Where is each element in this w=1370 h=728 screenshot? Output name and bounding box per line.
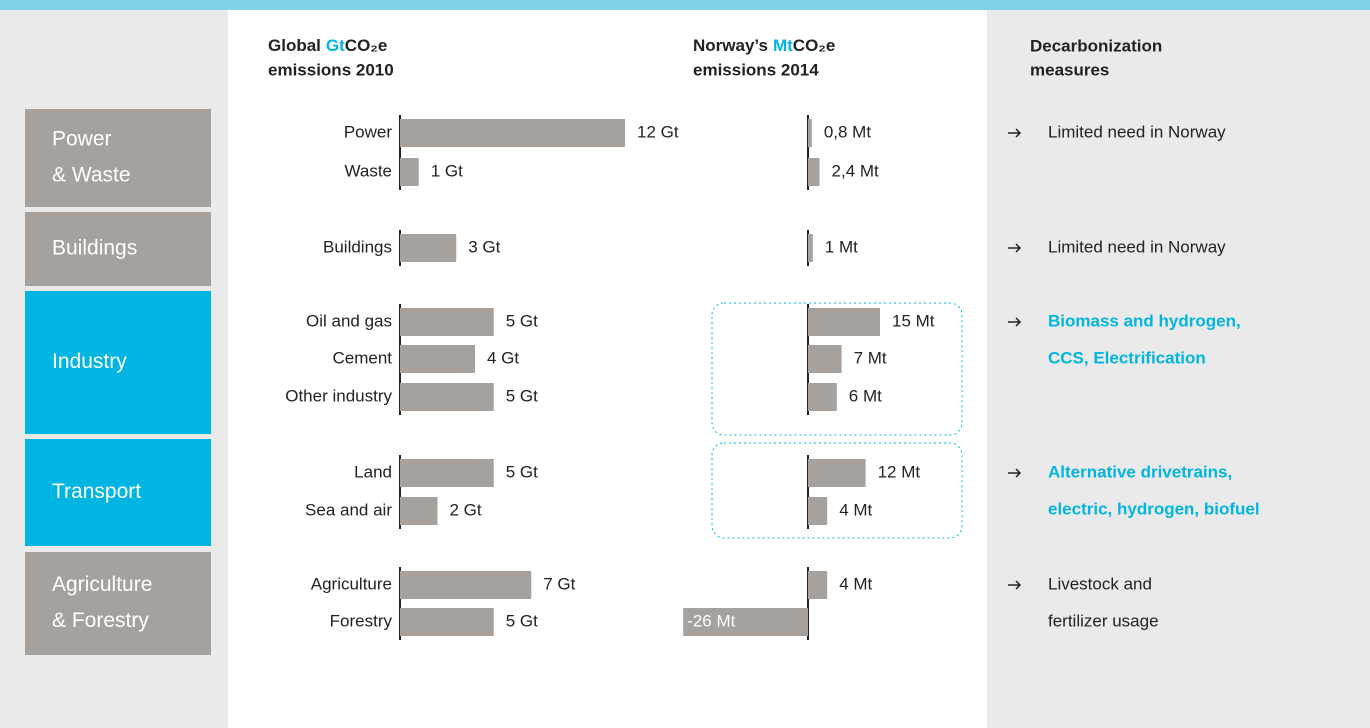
title-unit: Gt xyxy=(326,36,345,55)
value-label: 7 Gt xyxy=(543,574,575,593)
chart-title: Global GtCO₂e xyxy=(268,36,387,55)
bar xyxy=(400,158,419,186)
sector-label: Industry xyxy=(52,350,127,373)
value-label: 1 Mt xyxy=(825,237,858,256)
sector-box xyxy=(25,109,211,207)
measure-text: Limited need in Norway xyxy=(1048,122,1226,141)
category-label: Oil and gas xyxy=(306,311,392,330)
value-label: 7 Mt xyxy=(854,348,887,367)
sector-box xyxy=(25,552,211,655)
bar xyxy=(808,119,812,147)
category-label: Agriculture xyxy=(311,574,392,593)
bar xyxy=(400,308,494,336)
bar xyxy=(400,497,438,525)
value-label: 5 Gt xyxy=(506,611,538,630)
arrow-icon xyxy=(1008,128,1022,138)
sector-label: Transport xyxy=(52,480,141,503)
title-part: CO₂e xyxy=(345,36,388,55)
arrow-icon xyxy=(1008,468,1022,478)
sector-box xyxy=(25,291,211,434)
category-label: Land xyxy=(354,462,392,481)
value-label: 2,4 Mt xyxy=(832,161,880,180)
value-label: 5 Gt xyxy=(506,386,538,405)
title-part: Norway’s xyxy=(693,36,768,55)
bar xyxy=(808,497,828,525)
value-label: 12 Gt xyxy=(637,122,679,141)
value-label: 0,8 Mt xyxy=(824,122,872,141)
bar xyxy=(400,119,625,147)
title-unit: Mt xyxy=(773,36,793,55)
measures-header: measures xyxy=(1030,60,1109,79)
top-bar xyxy=(0,0,1370,10)
highlight-box xyxy=(711,302,963,436)
value-label: 5 Gt xyxy=(506,311,538,330)
category-label: Sea and air xyxy=(305,500,392,519)
arrow-icon xyxy=(1008,580,1022,590)
measure-text: fertilizer usage xyxy=(1048,611,1159,630)
category-label: Cement xyxy=(332,348,392,367)
category-label: Waste xyxy=(344,161,392,180)
measure-text: CCS, Electrification xyxy=(1048,348,1206,367)
bar xyxy=(808,459,866,487)
sector-label: Power xyxy=(52,128,112,151)
bar xyxy=(808,383,837,411)
value-label: 4 Gt xyxy=(487,348,519,367)
measures-header: Decarbonization xyxy=(1030,36,1162,55)
measure-text: Limited need in Norway xyxy=(1048,237,1226,256)
category-label: Power xyxy=(344,122,393,141)
bar xyxy=(400,383,494,411)
category-label: Forestry xyxy=(330,611,393,630)
bar xyxy=(400,608,494,636)
sector-label: Buildings xyxy=(52,237,137,260)
right-panel xyxy=(987,0,1370,728)
value-label: 4 Mt xyxy=(839,574,872,593)
bar xyxy=(808,308,880,336)
title-part: CO₂e xyxy=(793,36,836,55)
sector-label: Agriculture xyxy=(52,573,152,596)
measure-text: Biomass and hydrogen, xyxy=(1048,311,1241,330)
chart-title: Norway’s MtCO₂e xyxy=(693,36,835,55)
sector-box xyxy=(25,439,211,546)
arrow-icon xyxy=(1008,317,1022,327)
value-label: -26 Mt xyxy=(687,611,735,630)
measure-text: Alternative drivetrains, xyxy=(1048,462,1232,481)
arrow-icon xyxy=(1008,243,1022,253)
bar xyxy=(400,345,475,373)
category-label: Buildings xyxy=(323,237,392,256)
bar xyxy=(808,571,828,599)
value-label: 2 Gt xyxy=(450,500,482,519)
bar xyxy=(683,608,808,636)
sector-label: & Forestry xyxy=(52,609,149,632)
sector-box xyxy=(25,212,211,286)
bar xyxy=(400,571,532,599)
value-label: 3 Gt xyxy=(468,237,500,256)
bar xyxy=(808,234,813,262)
category-label: Other industry xyxy=(285,386,392,405)
value-label: 6 Mt xyxy=(849,386,882,405)
chart-title: emissions 2014 xyxy=(693,60,819,79)
value-label: 1 Gt xyxy=(431,161,463,180)
chart-title: emissions 2010 xyxy=(268,60,394,79)
value-label: 12 Mt xyxy=(878,462,921,481)
sector-label: & Waste xyxy=(52,164,131,187)
measure-text: Livestock and xyxy=(1048,574,1152,593)
value-label: 5 Gt xyxy=(506,462,538,481)
bar xyxy=(808,158,820,186)
value-label: 15 Mt xyxy=(892,311,935,330)
value-label: 4 Mt xyxy=(839,500,872,519)
bar xyxy=(400,459,494,487)
bar xyxy=(400,234,457,262)
bar xyxy=(808,345,842,373)
title-part: Global xyxy=(268,36,321,55)
highlight-box xyxy=(711,442,963,539)
measure-text: electric, hydrogen, biofuel xyxy=(1048,499,1260,518)
